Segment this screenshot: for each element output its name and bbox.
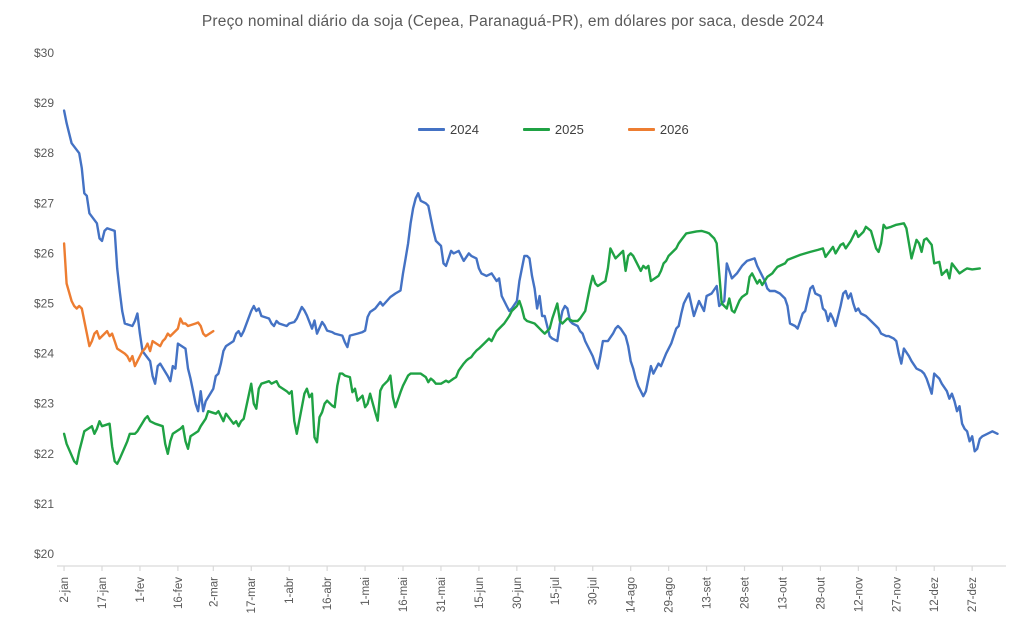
x-tick-label: 1-fev (135, 577, 147, 603)
x-tick-label: 16-mai (398, 577, 410, 612)
x-tick-label: 13-out (777, 576, 789, 609)
y-tick-label: $28 (34, 146, 54, 160)
y-tick-label: $20 (34, 547, 54, 561)
x-tick-label: 31-mai (436, 577, 448, 612)
y-tick-label: $29 (34, 96, 54, 110)
legend-label: 2026 (659, 122, 689, 137)
series-line-2024 (62, 109, 999, 453)
legend-line-swatch-2026 (627, 127, 655, 132)
legend-line-swatch-2024 (418, 127, 445, 132)
y-tick-label: $21 (34, 497, 54, 511)
x-tick-label: 27-nov (891, 577, 903, 612)
legend-line-swatch-2025 (522, 127, 550, 132)
chart-legend: 2024 2025 2026 (418, 122, 689, 137)
x-tick-label: 28-set (740, 576, 752, 609)
chart-title: Preço nominal diário da soja (Cepea, Par… (201, 13, 825, 30)
x-tick-label: 30-jun (512, 577, 524, 609)
x-tick-label: 1-abr (284, 577, 296, 604)
x-tick-label: 17-jan (97, 577, 109, 609)
legend-label: 2025 (554, 122, 584, 137)
x-tick-label: 17-mar (246, 577, 258, 614)
y-tick-label: $23 (34, 397, 54, 411)
x-tick-label: 15-jun (474, 577, 486, 609)
legend-label: 2024 (450, 122, 479, 137)
y-tick-label: $30 (34, 46, 54, 60)
y-tick-label: $27 (34, 196, 54, 210)
x-tick-label: 13-set (702, 576, 714, 609)
x-tick-label: 29-ago (664, 577, 676, 613)
y-tick-label: $25 (34, 297, 54, 311)
legend-item-2025: 2025 (522, 122, 584, 137)
x-tick-label: 14-ago (626, 577, 638, 613)
x-tick-label: 30-jul (588, 577, 600, 605)
x-tick-label: 2-mar (208, 577, 220, 607)
x-tick-label: 28-out (815, 576, 827, 609)
series-line-2025 (62, 222, 981, 465)
x-tick-label: 12-nov (853, 577, 865, 612)
x-tick-label: 27-dez (967, 577, 979, 612)
x-tick-label: 16-fev (173, 577, 185, 609)
legend-item-2026: 2026 (627, 122, 689, 137)
y-tick-label: $26 (34, 246, 54, 260)
x-tick-label: 15-jul (550, 577, 562, 605)
x-tick-label: 1-mai (360, 577, 372, 606)
y-tick-label: $22 (34, 447, 54, 461)
legend-item-2024: 2024 (418, 122, 479, 137)
x-tick-label: 2-jan (59, 577, 71, 603)
x-tick-label: 16-abr (322, 577, 334, 610)
y-tick-label: $24 (34, 347, 54, 361)
x-tick-label: 12-dez (929, 577, 941, 612)
series-line-2026 (62, 242, 215, 368)
